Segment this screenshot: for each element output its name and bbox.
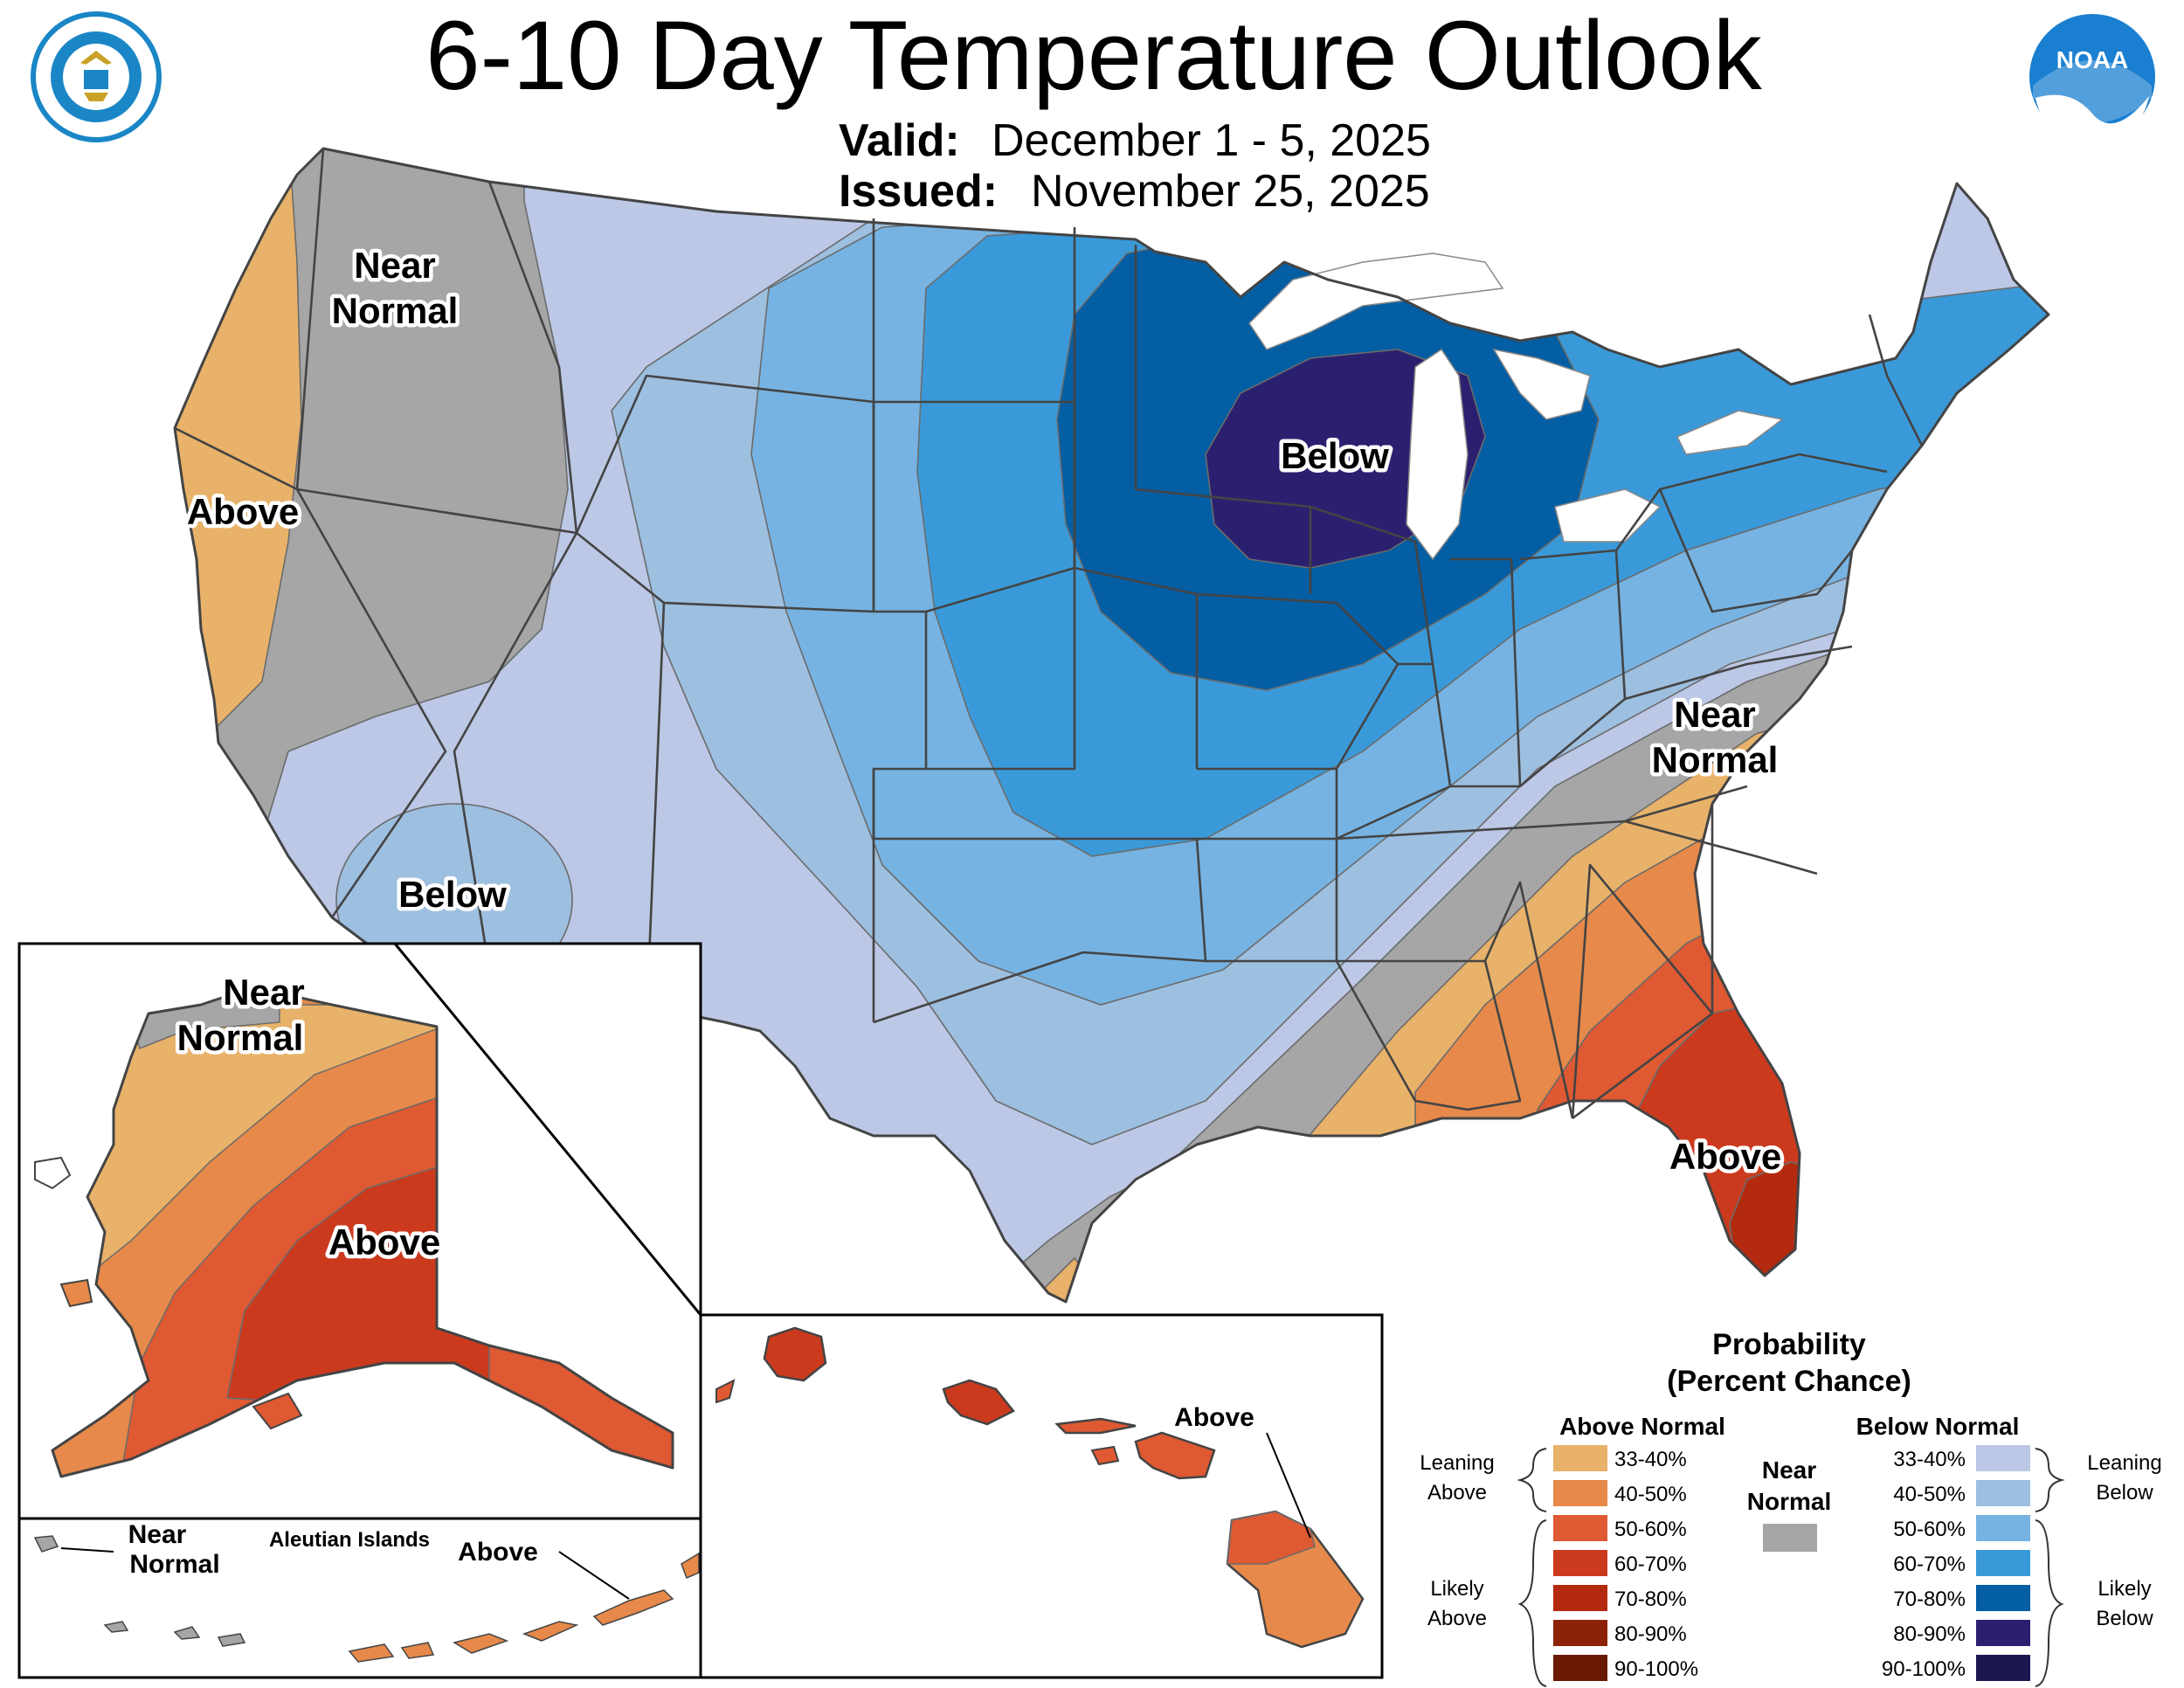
label-west-above: Above: [187, 491, 299, 532]
legend-likely-below-1: Likely: [2098, 1577, 2151, 1601]
legend-below-swatches: 33-40% 40-50% 50-60% 60-70% 70-80% 80-90% 90-1…: [1882, 1445, 2030, 1681]
state-boundaries: [174, 148, 1924, 1120]
legend-title-1: Probability: [1712, 1328, 1866, 1361]
label-aleutian-above: Above: [458, 1538, 538, 1567]
label-ak-near-normal-1: Near: [223, 972, 304, 1013]
legend-above-label-5: 80-90%: [1614, 1622, 1687, 1646]
legend-leaning-below-1: Leaning: [2087, 1451, 2161, 1475]
legend-leaning-below-2: Below: [2096, 1481, 2153, 1505]
label-aleutian-near-1: Near: [128, 1520, 187, 1549]
map-title: 6-10 Day Temperature Outlook: [425, 1, 1762, 110]
zone-above-70-80-fl: [1729, 1161, 1835, 1302]
alaska-inset: Near Normal Above: [17, 942, 702, 1520]
doc-seal-icon: [31, 11, 162, 142]
valid-label: Valid:: [839, 115, 960, 166]
legend-below-label-0: 33-40%: [1893, 1448, 1966, 1471]
aleutian-title: Aleutian Islands: [269, 1528, 430, 1552]
legend-likely-below-2: Below: [2096, 1607, 2153, 1630]
aleutian-inset: Aleutian Islands Near Normal Above: [17, 1517, 702, 1679]
label-ak-above: Above: [328, 1221, 440, 1263]
legend-below-swatch-4: [1976, 1585, 2030, 1611]
legend-near-2: Normal: [1747, 1488, 1831, 1515]
legend-above-label-2: 50-60%: [1614, 1518, 1687, 1541]
legend-leaning-above-2: Above: [1427, 1481, 1487, 1505]
legend-below-header: Below Normal: [1856, 1413, 2020, 1440]
legend-above-label-6: 90-100%: [1614, 1657, 1698, 1681]
noaa-logo-icon: NOAA: [2029, 14, 2155, 140]
great-lakes: [1248, 253, 1784, 561]
legend-likely-above-2: Above: [1427, 1607, 1487, 1630]
legend-above-label-0: 33-40%: [1614, 1448, 1687, 1471]
legend-above-swatch-6: [1553, 1655, 1607, 1681]
legend-below-swatch-1: [1976, 1480, 2030, 1506]
label-mw-below: Below: [1281, 435, 1389, 476]
legend-leaning-above-1: Leaning: [1420, 1451, 1494, 1475]
label-sw-below: Below: [398, 874, 507, 915]
legend-likely-above-1: Likely: [1430, 1577, 1483, 1601]
legend-below-label-2: 50-60%: [1893, 1518, 1966, 1541]
issued-label: Issued:: [839, 166, 998, 217]
legend-above-label-1: 40-50%: [1614, 1483, 1687, 1506]
legend-near-swatch: [1763, 1524, 1817, 1552]
label-nw-near-normal-2: Normal: [332, 290, 459, 331]
legend-above-swatch-2: [1553, 1515, 1607, 1541]
legend-above-header: Above Normal: [1559, 1413, 1725, 1440]
label-aleutian-near-2: Normal: [129, 1550, 219, 1579]
legend-below-label-4: 70-80%: [1893, 1588, 1966, 1611]
legend-below-label-3: 60-70%: [1893, 1553, 1966, 1576]
legend-below-label-5: 80-90%: [1893, 1622, 1966, 1646]
label-se-near-normal-1: Near: [1674, 694, 1755, 735]
label-hi-above: Above: [1174, 1403, 1254, 1432]
svg-text:NOAA: NOAA: [2056, 46, 2128, 73]
legend-above-swatch-4: [1553, 1585, 1607, 1611]
valid-dates: December 1 - 5, 2025: [992, 115, 1431, 166]
legend-below-swatch-0: [1976, 1445, 2030, 1471]
issued-date: November 25, 2025: [1031, 166, 1430, 217]
legend-below-swatch-3: [1976, 1550, 2030, 1576]
legend-below-label-1: 40-50%: [1893, 1483, 1966, 1506]
legend-above-swatch-5: [1553, 1620, 1607, 1646]
legend-below-swatch-6: [1976, 1655, 2030, 1681]
legend-above-swatch-1: [1553, 1480, 1607, 1506]
legend-below-label-6: 90-100%: [1882, 1657, 1966, 1681]
label-nw-near-normal-1: Near: [354, 245, 435, 286]
legend: Probability (Percent Chance) Above Norma…: [1420, 1328, 2162, 1687]
legend-title-2: (Percent Chance): [1667, 1365, 1911, 1398]
label-ak-near-normal-2: Normal: [177, 1017, 304, 1058]
legend-above-swatch-0: [1553, 1445, 1607, 1471]
legend-above-label-4: 70-80%: [1614, 1588, 1687, 1611]
label-se-near-normal-2: Normal: [1652, 739, 1779, 780]
hawaii-inset: Above: [699, 1313, 1384, 1679]
legend-near-1: Near: [1762, 1456, 1816, 1484]
legend-above-swatches: 33-40% 40-50% 50-60% 60-70% 70-80% 80-90% 90-1…: [1553, 1445, 1698, 1681]
legend-above-label-3: 60-70%: [1614, 1553, 1687, 1576]
label-fl-above: Above: [1669, 1136, 1781, 1177]
legend-above-swatch-3: [1553, 1550, 1607, 1576]
legend-below-swatch-5: [1976, 1620, 2030, 1646]
legend-below-swatch-2: [1976, 1515, 2030, 1541]
